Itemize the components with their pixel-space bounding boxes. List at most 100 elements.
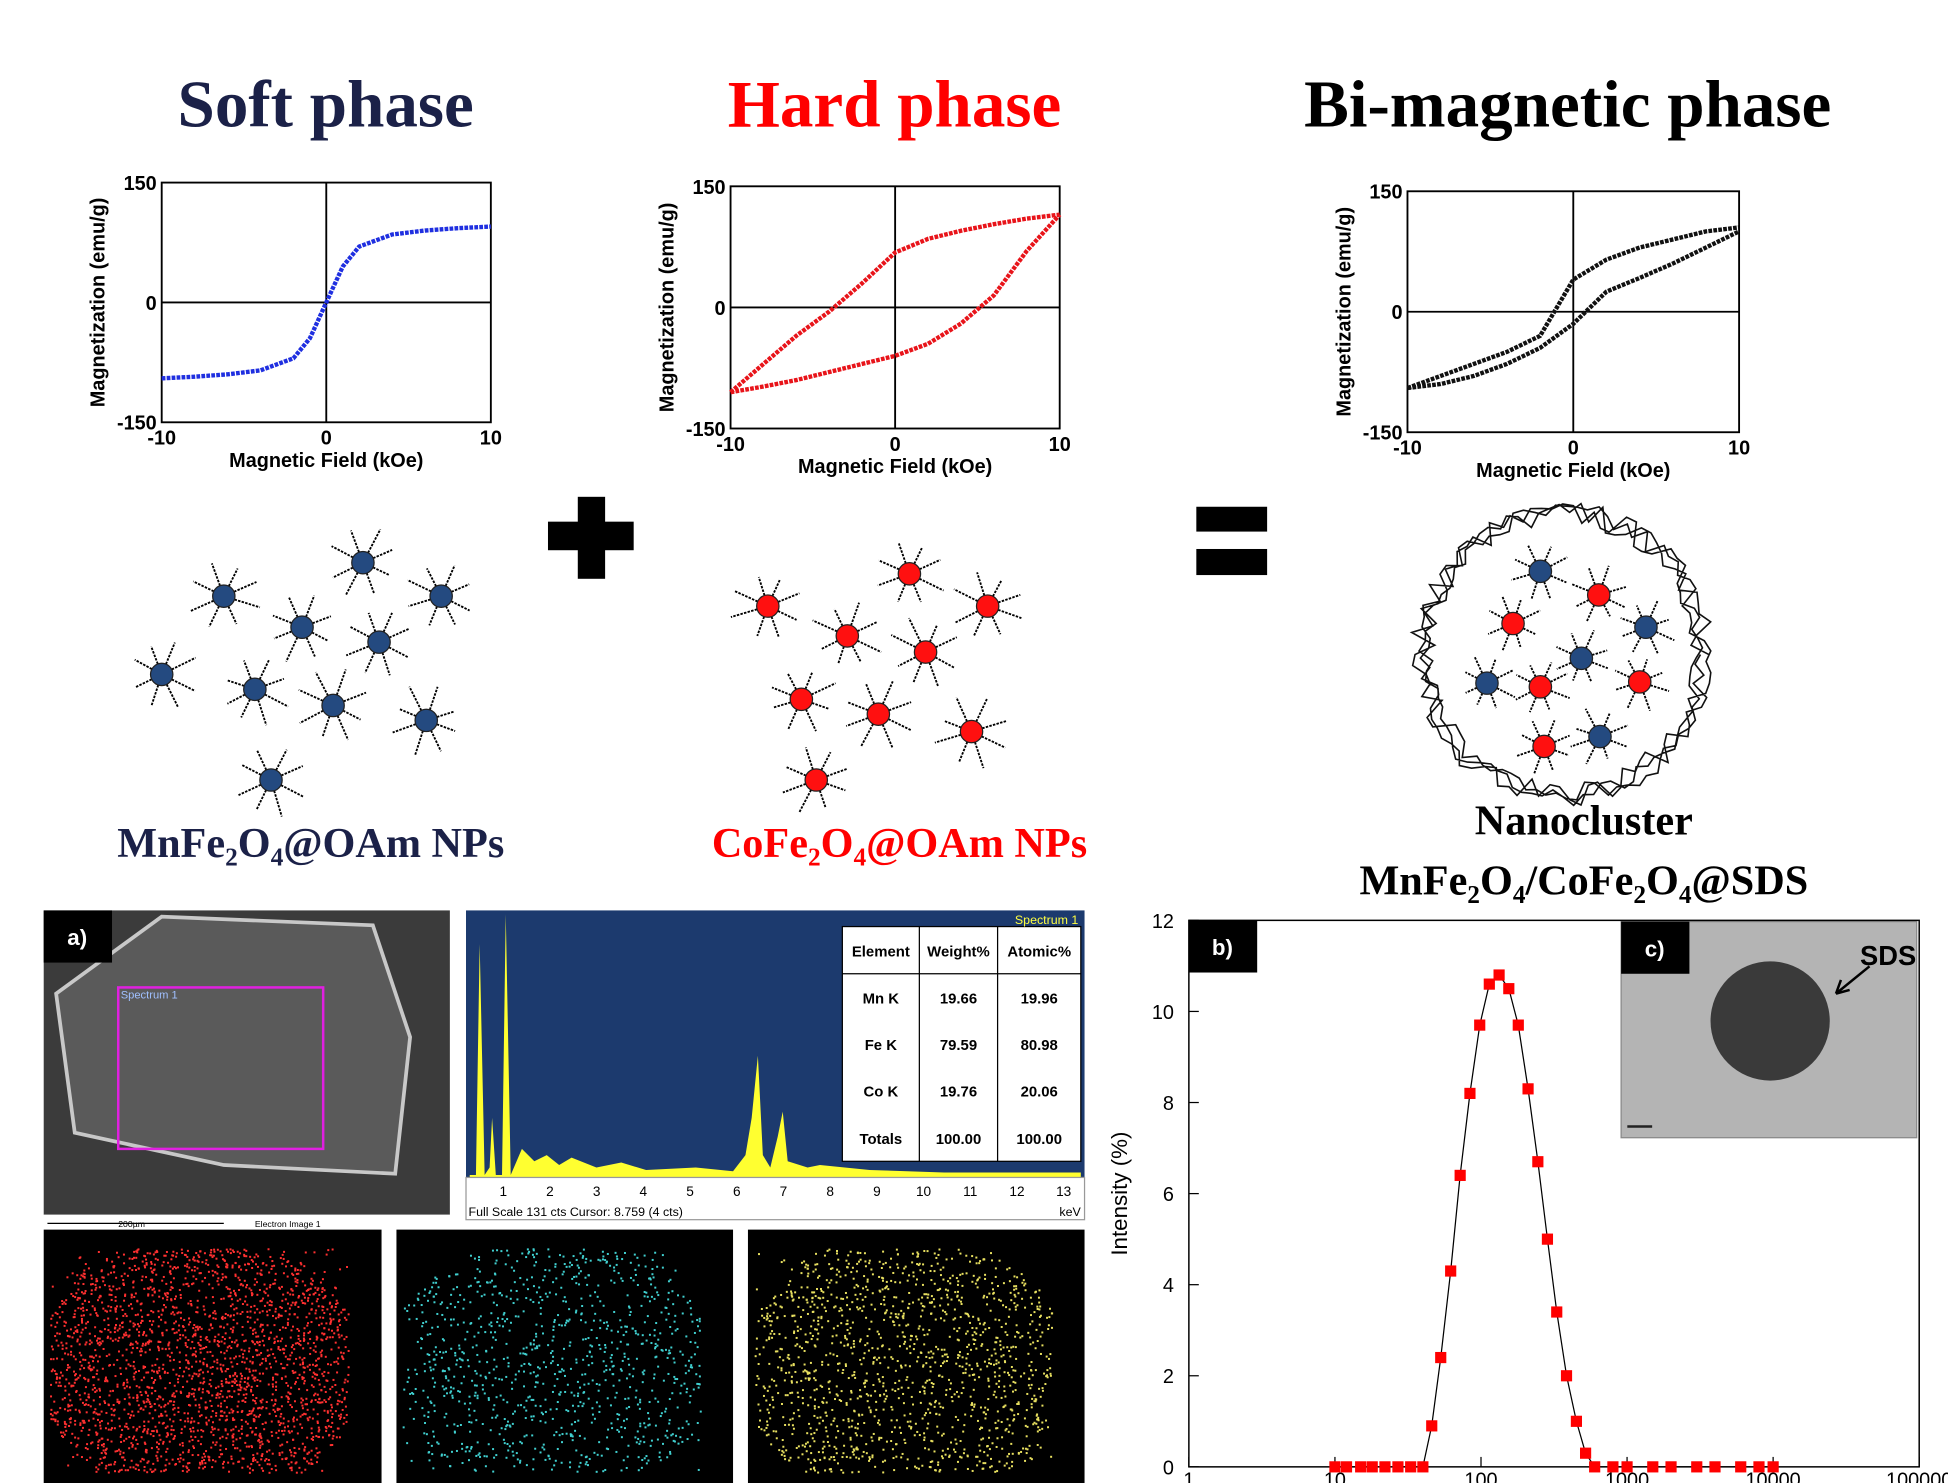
map-dot: [158, 1415, 160, 1417]
map-dot: [214, 1339, 216, 1341]
map-dot: [216, 1264, 218, 1266]
nanoparticle: [322, 694, 344, 716]
map-dot: [434, 1410, 436, 1412]
map-dot: [203, 1363, 205, 1365]
map-dot: [266, 1311, 268, 1313]
map-dot: [271, 1435, 273, 1437]
map-dot: [194, 1399, 196, 1401]
map-dot: [828, 1388, 830, 1390]
map-dot: [289, 1293, 291, 1295]
map-dot: [103, 1348, 105, 1350]
map-dot: [273, 1265, 275, 1267]
map-dot: [609, 1369, 611, 1371]
map-dot: [958, 1327, 960, 1329]
map-dot: [95, 1284, 97, 1286]
map-dot: [223, 1327, 225, 1329]
map-dot: [769, 1417, 771, 1419]
map-dot: [570, 1435, 572, 1437]
map-dot: [469, 1450, 471, 1452]
map-dot: [317, 1421, 319, 1423]
map-dot: [85, 1290, 87, 1292]
map-dot: [924, 1447, 926, 1449]
map-dot: [876, 1359, 878, 1361]
map-dot: [61, 1311, 63, 1313]
map-dot: [136, 1300, 138, 1302]
map-dot: [247, 1377, 249, 1379]
map-dot: [1035, 1291, 1037, 1293]
map-dot: [236, 1375, 238, 1377]
map-dot: [135, 1257, 137, 1259]
map-dot: [459, 1294, 461, 1296]
map-dot: [568, 1308, 570, 1310]
map-dot: [804, 1350, 806, 1352]
map-dot: [999, 1344, 1001, 1346]
map-dot: [896, 1249, 898, 1251]
map-dot: [195, 1355, 197, 1357]
map-dot: [779, 1348, 781, 1350]
map-dot: [271, 1304, 273, 1306]
map-dot: [669, 1279, 671, 1281]
map-dot: [50, 1409, 52, 1411]
map-dot: [607, 1325, 609, 1327]
map-dot: [293, 1447, 295, 1449]
map-dot: [1021, 1298, 1023, 1300]
map-dot: [198, 1404, 200, 1406]
map-dot: [276, 1336, 278, 1338]
map-dot: [580, 1462, 582, 1464]
map-dot: [325, 1401, 327, 1403]
map-dot: [1009, 1355, 1011, 1357]
map-dot: [593, 1452, 595, 1454]
map-dot: [302, 1414, 304, 1416]
map-dot: [635, 1390, 637, 1392]
map-dot: [331, 1386, 333, 1388]
map-dot: [166, 1251, 168, 1253]
map-dot: [636, 1358, 638, 1360]
map-dot: [810, 1362, 812, 1364]
map-dot: [607, 1429, 609, 1431]
map-dot: [949, 1282, 951, 1284]
map-dot: [120, 1436, 122, 1438]
map-dot: [306, 1389, 308, 1391]
map-dot: [984, 1328, 986, 1330]
map-dot: [813, 1320, 815, 1322]
map-dot: [959, 1365, 961, 1367]
map-dot: [175, 1295, 177, 1297]
map-dot: [212, 1274, 214, 1276]
map-dot: [122, 1279, 124, 1281]
map-dot: [308, 1451, 310, 1453]
map-dot: [436, 1278, 438, 1280]
map-dot: [84, 1392, 86, 1394]
map-dot: [268, 1271, 270, 1273]
map-dot: [526, 1279, 528, 1281]
map-dot: [552, 1340, 554, 1342]
map-dot: [221, 1453, 223, 1455]
map-dot: [229, 1345, 231, 1347]
map-dot: [101, 1331, 103, 1333]
map-dot: [232, 1435, 234, 1437]
map-dot: [84, 1273, 86, 1275]
map-dot: [923, 1272, 925, 1274]
map-dot: [541, 1412, 543, 1414]
map-dot: [453, 1376, 455, 1378]
map-dot: [920, 1315, 922, 1317]
map-dot: [545, 1399, 547, 1401]
map-dot: [640, 1440, 642, 1442]
map-dot: [64, 1352, 66, 1354]
map-dot: [62, 1436, 64, 1438]
map-dot: [83, 1367, 85, 1369]
map-dot: [656, 1345, 658, 1347]
map-dot: [833, 1456, 835, 1458]
map-dot: [293, 1313, 295, 1315]
map-dot: [453, 1288, 455, 1290]
map-dot: [66, 1369, 68, 1371]
map-dot: [928, 1329, 930, 1331]
map-dot: [578, 1272, 580, 1274]
map-dot: [199, 1462, 201, 1464]
map-dot: [806, 1299, 808, 1301]
map-dot: [124, 1273, 126, 1275]
map-dot: [764, 1387, 766, 1389]
map-dot: [591, 1422, 593, 1424]
map-dot: [70, 1345, 72, 1347]
map-dot: [685, 1372, 687, 1374]
table-cell: 19.76: [940, 1085, 977, 1101]
